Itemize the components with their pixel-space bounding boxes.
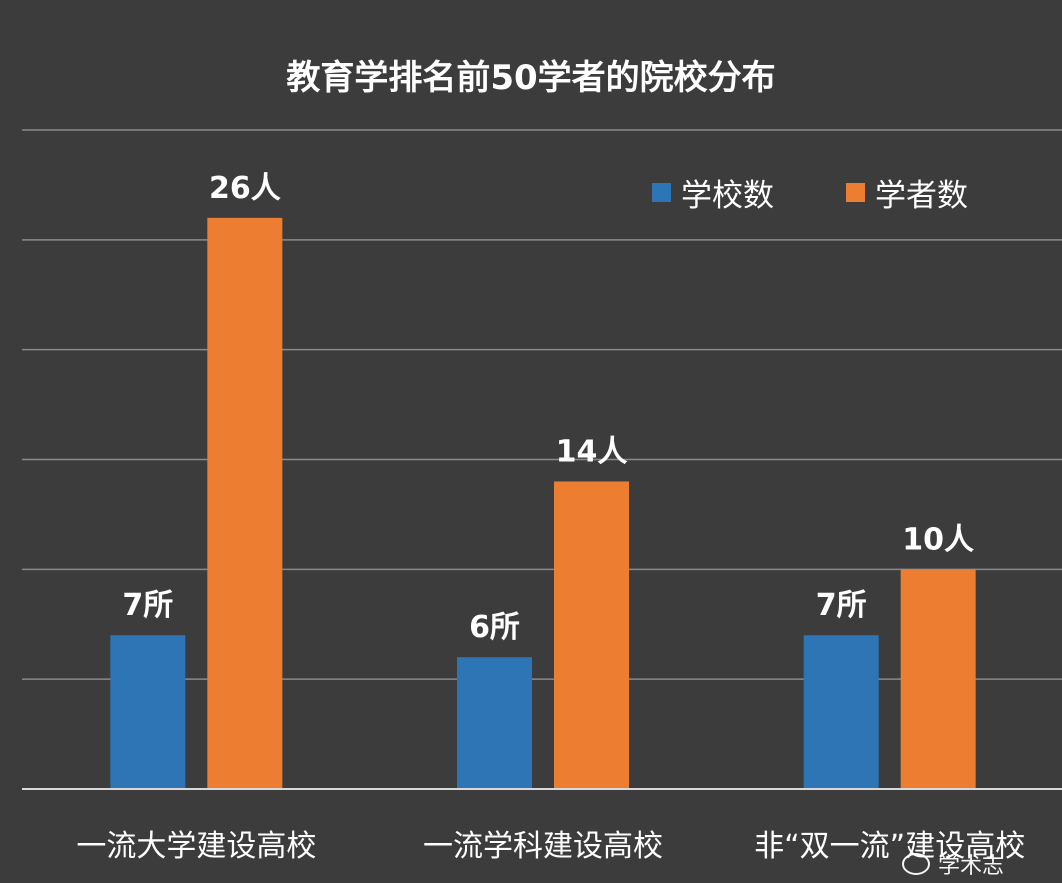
chart-title: 教育学排名前50学者的院校分布 xyxy=(286,58,776,98)
data-label: 10人 xyxy=(902,522,974,557)
legend-swatch-schools xyxy=(652,183,671,202)
legend-label-schools: 学校数 xyxy=(681,178,774,214)
bar-schools xyxy=(457,657,532,789)
legend-label-scholars: 学者数 xyxy=(875,178,968,214)
legend-swatch-scholars xyxy=(846,183,865,202)
bar-scholars xyxy=(900,569,976,789)
category-label: 一流学科建设高校 xyxy=(423,829,663,864)
bar-scholars xyxy=(554,481,629,789)
watermark-text: 学术志 xyxy=(938,854,1005,879)
bar-schools xyxy=(110,635,186,789)
data-label: 14人 xyxy=(556,434,628,469)
watermark: 学术志 xyxy=(902,848,1004,880)
data-label: 6所 xyxy=(469,610,520,645)
legend-item-schools: 学校数 xyxy=(652,170,774,215)
bar-schools xyxy=(803,635,879,789)
legend-item-scholars: 学者数 xyxy=(846,170,968,215)
category-label: 非“双一流”建设高校 xyxy=(754,829,1025,864)
data-label: 7所 xyxy=(122,588,173,623)
data-label: 7所 xyxy=(816,588,867,623)
data-label: 26人 xyxy=(209,171,281,206)
category-label: 一流大学建设高校 xyxy=(76,829,316,864)
bar-scholars xyxy=(207,217,283,789)
wechat-icon xyxy=(902,853,930,875)
